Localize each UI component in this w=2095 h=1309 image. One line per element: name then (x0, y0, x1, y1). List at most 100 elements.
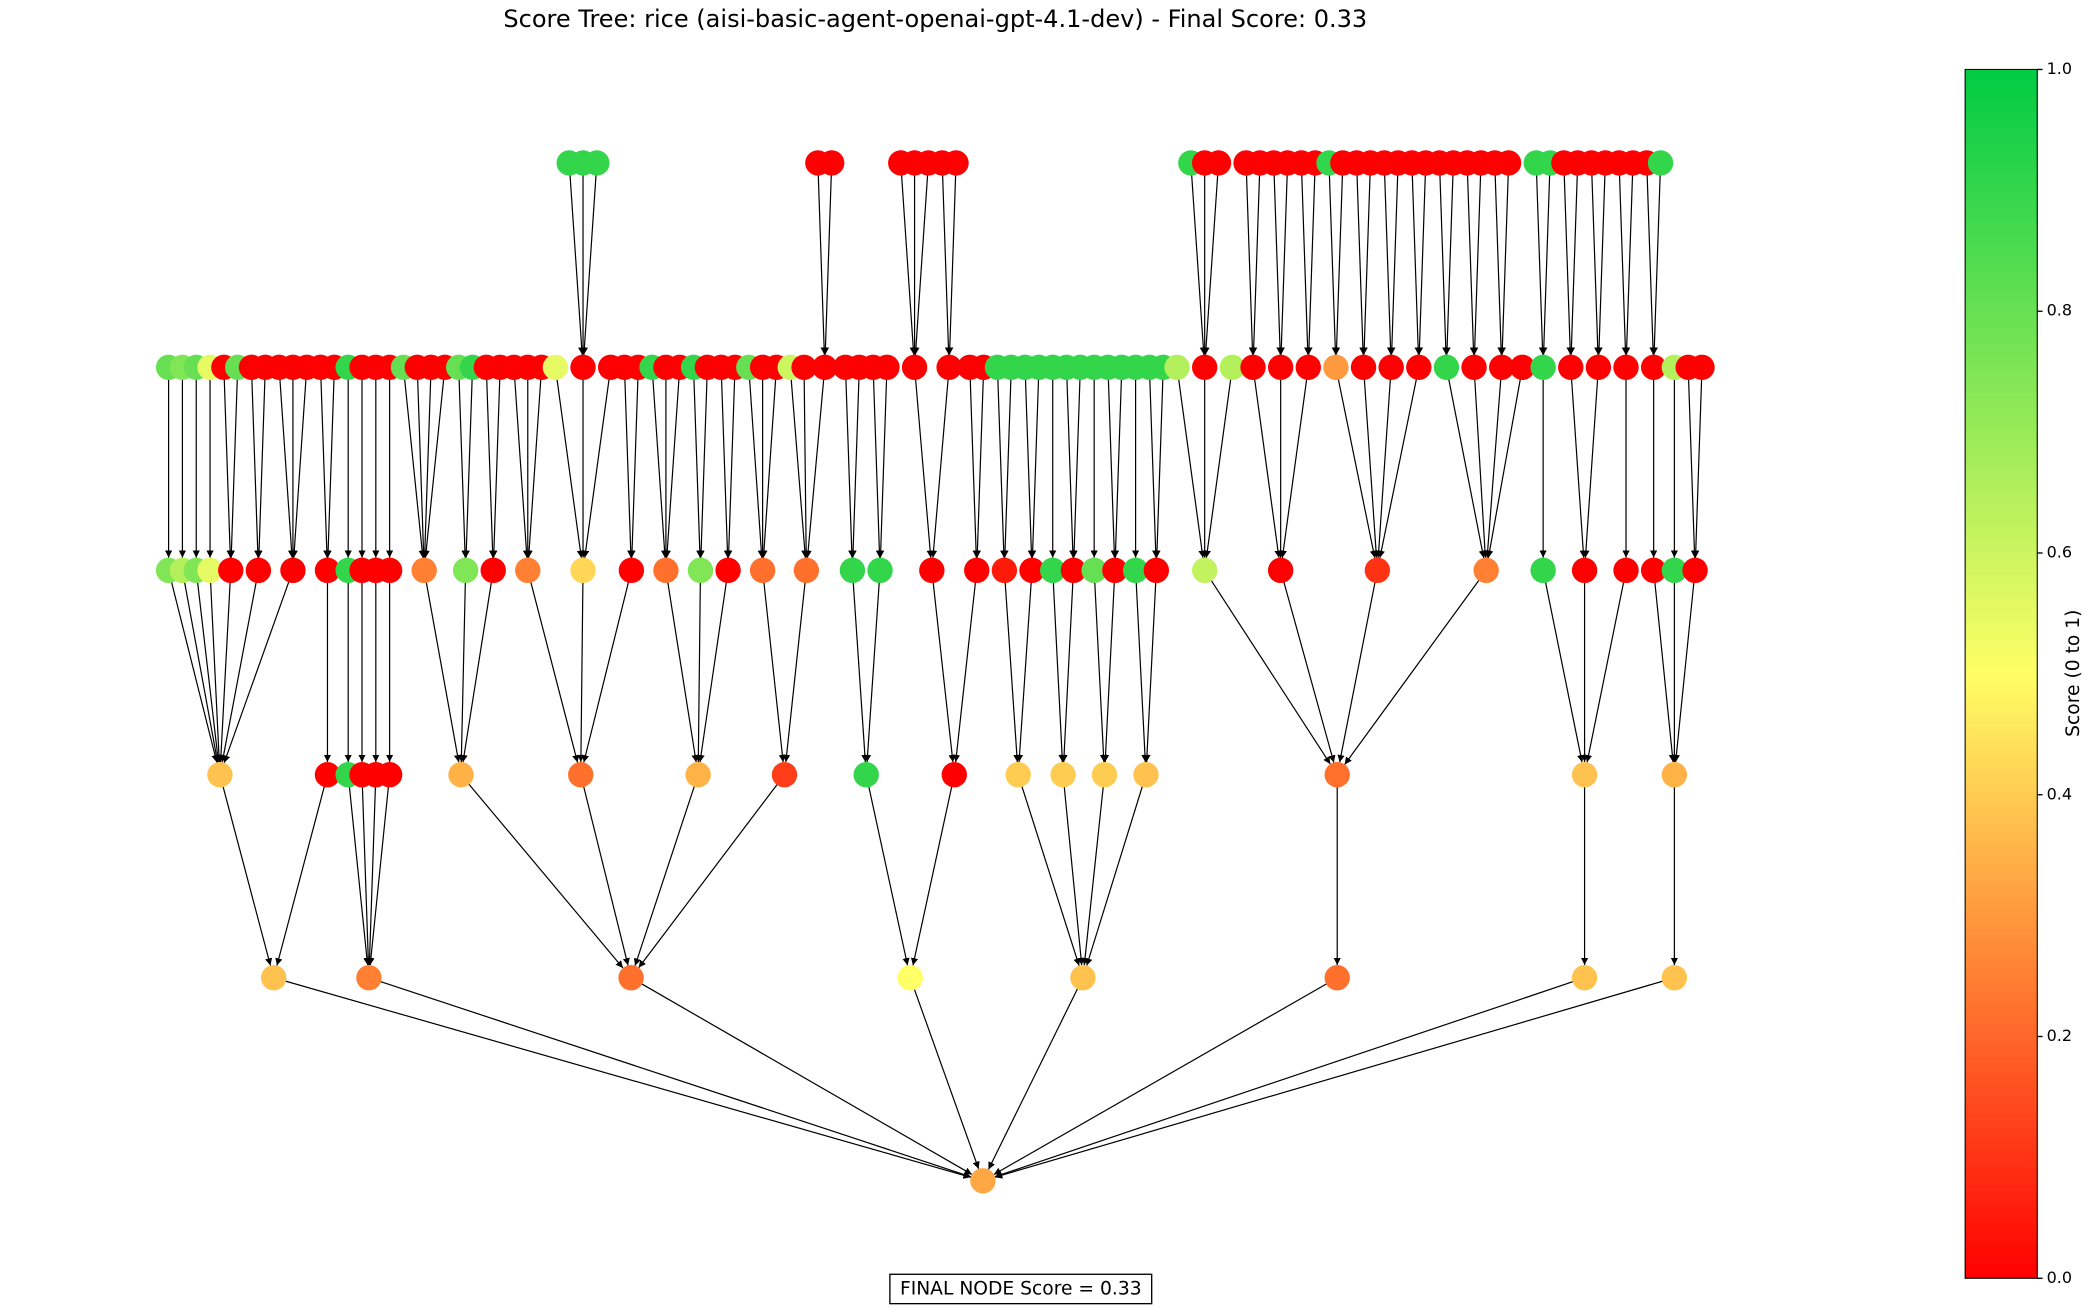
tree-node (1324, 762, 1350, 788)
edge (692, 367, 704, 558)
edge (1443, 162, 1454, 355)
tree-node (653, 557, 679, 584)
edge (1279, 367, 1309, 558)
tree-node (901, 354, 928, 381)
edge (273, 977, 971, 1179)
colorbar-tick-label: 0.8 (2047, 301, 2072, 320)
edge (931, 570, 956, 763)
edge (1494, 162, 1505, 355)
tree-node (1295, 354, 1321, 381)
edge (485, 367, 497, 558)
edge (290, 367, 308, 558)
edge (209, 570, 223, 763)
tree-node (584, 150, 610, 176)
edge (1060, 570, 1075, 763)
tree-node (1070, 965, 1096, 991)
tree-node (1350, 354, 1377, 381)
edge (941, 162, 953, 355)
edge (1486, 367, 1524, 558)
edge (1623, 162, 1634, 355)
edge (638, 774, 785, 968)
tree-node (280, 557, 306, 584)
edge (1473, 367, 1489, 558)
tree-node (542, 354, 569, 381)
edge (748, 367, 765, 558)
edge (628, 367, 639, 558)
edge (1153, 367, 1164, 558)
edge (367, 774, 391, 966)
edge (460, 570, 494, 763)
tree-node (207, 762, 233, 788)
tree-node (480, 557, 506, 584)
tree-node (1571, 762, 1598, 788)
edge (1111, 367, 1123, 558)
edge (1582, 367, 1599, 558)
edge (1148, 367, 1160, 558)
tree-node (1613, 354, 1639, 381)
edge (1135, 570, 1149, 763)
tree-node (1558, 354, 1584, 381)
edge (1015, 570, 1033, 763)
edge (423, 570, 462, 763)
tree-node (919, 557, 945, 584)
edge (633, 774, 699, 966)
edge (421, 367, 432, 558)
edge (582, 367, 612, 558)
edge (1029, 367, 1040, 558)
tree-node (853, 762, 879, 788)
edge (1567, 162, 1579, 355)
edge (994, 977, 1585, 1178)
edge (275, 774, 329, 966)
edge (1590, 162, 1602, 355)
tree-node (1164, 354, 1190, 381)
tree-node (1640, 557, 1667, 584)
edge (1101, 570, 1116, 763)
edge (1190, 162, 1207, 355)
tree-node (1081, 557, 1107, 584)
edge (1017, 774, 1081, 966)
edge (416, 367, 428, 558)
edge (1411, 162, 1422, 355)
edge (1415, 162, 1427, 355)
edge (1143, 570, 1157, 763)
tree-node (1640, 354, 1667, 381)
edge (1650, 162, 1662, 355)
edge (760, 367, 778, 558)
colorbar-tick-label: 0.2 (2047, 1026, 2072, 1045)
edge (910, 774, 955, 966)
edge (168, 570, 219, 763)
colorbar-tick-label: 1.0 (2047, 59, 2072, 78)
tree-node (245, 557, 272, 584)
tree-node (1102, 557, 1128, 584)
edge (1375, 367, 1392, 558)
edge (821, 162, 833, 355)
edge (1024, 367, 1035, 558)
tree-node (1530, 557, 1556, 584)
edge (324, 367, 335, 558)
edge (1377, 367, 1420, 559)
edge (319, 367, 331, 558)
tree-node (356, 965, 382, 991)
edge (817, 162, 828, 355)
edge (580, 162, 598, 355)
edge (1065, 367, 1077, 558)
edge (554, 367, 584, 558)
tree-node (1060, 557, 1087, 584)
tree-node (1682, 557, 1708, 584)
tree-node (685, 762, 711, 788)
edge (1335, 367, 1377, 559)
edge (219, 774, 273, 966)
edge (630, 977, 973, 1175)
edge (361, 774, 372, 966)
tree-node (1509, 354, 1536, 381)
edge (877, 367, 888, 558)
edge (665, 570, 699, 763)
edge (1584, 570, 1627, 763)
edge (1300, 162, 1312, 355)
edge (1570, 367, 1587, 558)
tree-node (314, 762, 341, 788)
tree-node (1689, 354, 1715, 381)
tree-node (570, 557, 596, 584)
edge (783, 570, 807, 763)
edge (1466, 162, 1477, 355)
